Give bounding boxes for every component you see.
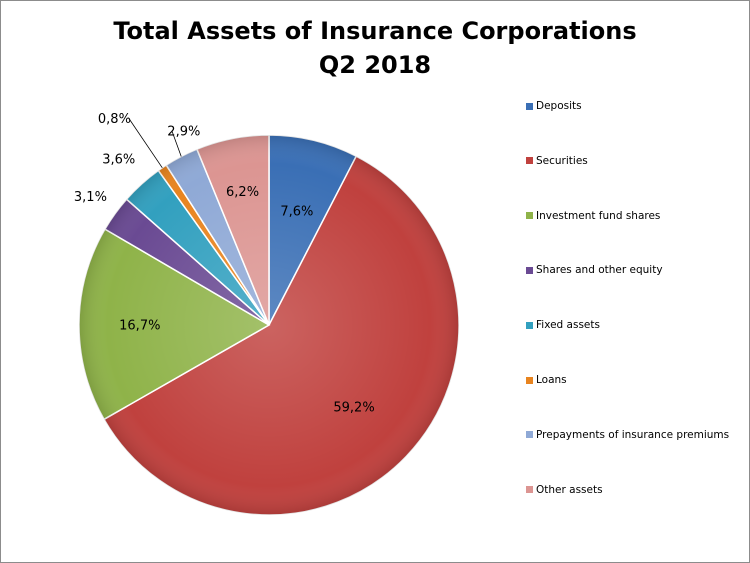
legend-swatch-deposits	[526, 102, 533, 110]
data-label-prepayments-of-insurance-premiums: 2,9%	[167, 125, 200, 140]
legend-item-fixed-assets: Fixed assets	[526, 319, 600, 331]
chart-title: Total Assets of Insurance Corporations	[113, 17, 637, 45]
legend-item-other-assets: Other assets	[526, 484, 603, 496]
legend-swatch-securities	[526, 157, 533, 165]
legend-item-investment-fund-shares: Investment fund shares	[526, 210, 660, 222]
legend-label-deposits: Deposits	[536, 100, 582, 112]
data-label-other-assets: 6,2%	[226, 185, 259, 200]
legend-swatch-shares-and-other-equity	[526, 266, 533, 274]
data-label-loans: 0,8%	[98, 112, 131, 127]
legend-item-shares-and-other-equity: Shares and other equity	[526, 264, 663, 276]
data-label-shares-and-other-equity: 3,1%	[74, 190, 107, 205]
data-label-securities: 59,2%	[333, 401, 374, 416]
legend-label-shares-and-other-equity: Shares and other equity	[536, 264, 663, 277]
legend-swatch-other-assets	[526, 486, 533, 494]
legend-label-prepayments-of-insurance-premiums: Prepayments of insurance premiums	[536, 428, 730, 441]
legend-label-fixed-assets: Fixed assets	[536, 319, 600, 332]
leader-line-prepayments-of-insurance-premiums	[171, 130, 182, 157]
legend-swatch-prepayments-of-insurance-premiums	[526, 431, 533, 439]
data-label-investment-fund-shares: 16,7%	[119, 318, 160, 333]
chart-subtitle: Q2 2018	[318, 51, 432, 79]
legend-label-loans: Loans	[536, 374, 567, 386]
legend-item-loans: Loans	[526, 374, 567, 386]
legend-swatch-fixed-assets	[526, 321, 533, 329]
legend-label-other-assets: Other assets	[536, 483, 603, 496]
legend-item-prepayments-of-insurance-premiums: Prepayments of insurance premiums	[526, 429, 729, 441]
legend-label-securities: Securities	[536, 154, 588, 167]
legend-label-investment-fund-shares: Investment fund shares	[536, 209, 661, 222]
leader-line-loans	[128, 117, 163, 169]
legend-swatch-investment-fund-shares	[526, 212, 533, 220]
data-label-deposits: 7,6%	[280, 205, 313, 220]
data-label-fixed-assets: 3,6%	[102, 153, 135, 168]
legend-swatch-loans	[526, 376, 533, 384]
legend-item-deposits: Deposits	[526, 100, 582, 112]
chart-title-block: Total Assets of Insurance Corporations Q…	[0, 14, 750, 82]
legend-item-securities: Securities	[526, 155, 588, 167]
